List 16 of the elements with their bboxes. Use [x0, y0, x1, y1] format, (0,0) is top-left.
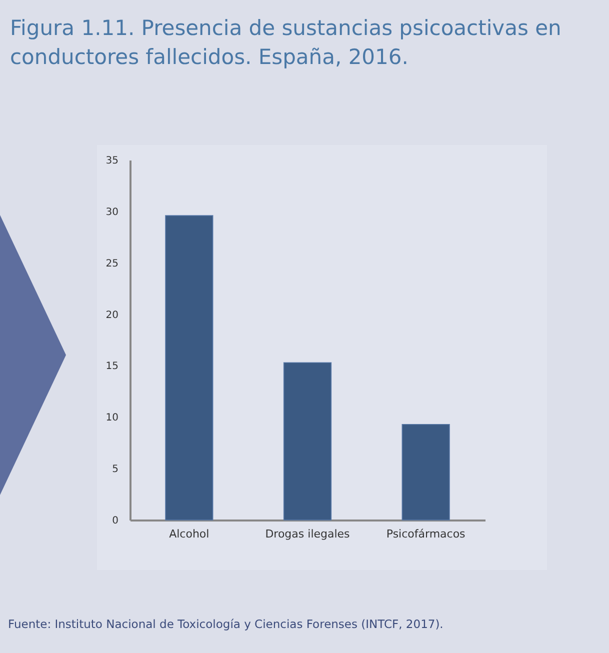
y-tick-label: 25	[106, 258, 118, 270]
x-tick-label: Drogas ilegales	[265, 528, 350, 540]
bar	[283, 362, 332, 520]
y-tick-label: 15	[106, 361, 118, 372]
y-tick-label: 20	[106, 310, 118, 321]
source-note: Fuente: Instituto Nacional de Toxicología y Ciencias Forenses (INTCF, 2017).	[8, 617, 444, 631]
x-tick-label: Alcohol	[169, 528, 210, 540]
y-tick-label: 10	[106, 412, 118, 424]
y-tick-label: 0	[112, 516, 118, 526]
y-tick-label: 30	[106, 206, 118, 218]
y-tick-label: 35	[106, 156, 118, 166]
bar	[402, 424, 450, 520]
x-tick-label: Psicofármacos	[386, 528, 466, 540]
bar	[165, 215, 214, 520]
chart-title: Figura 1.11. Presencia de sustancias psicoactivas en conductores fallecidos. España, 2016.	[10, 15, 562, 71]
y-tick-label: 5	[112, 464, 118, 476]
